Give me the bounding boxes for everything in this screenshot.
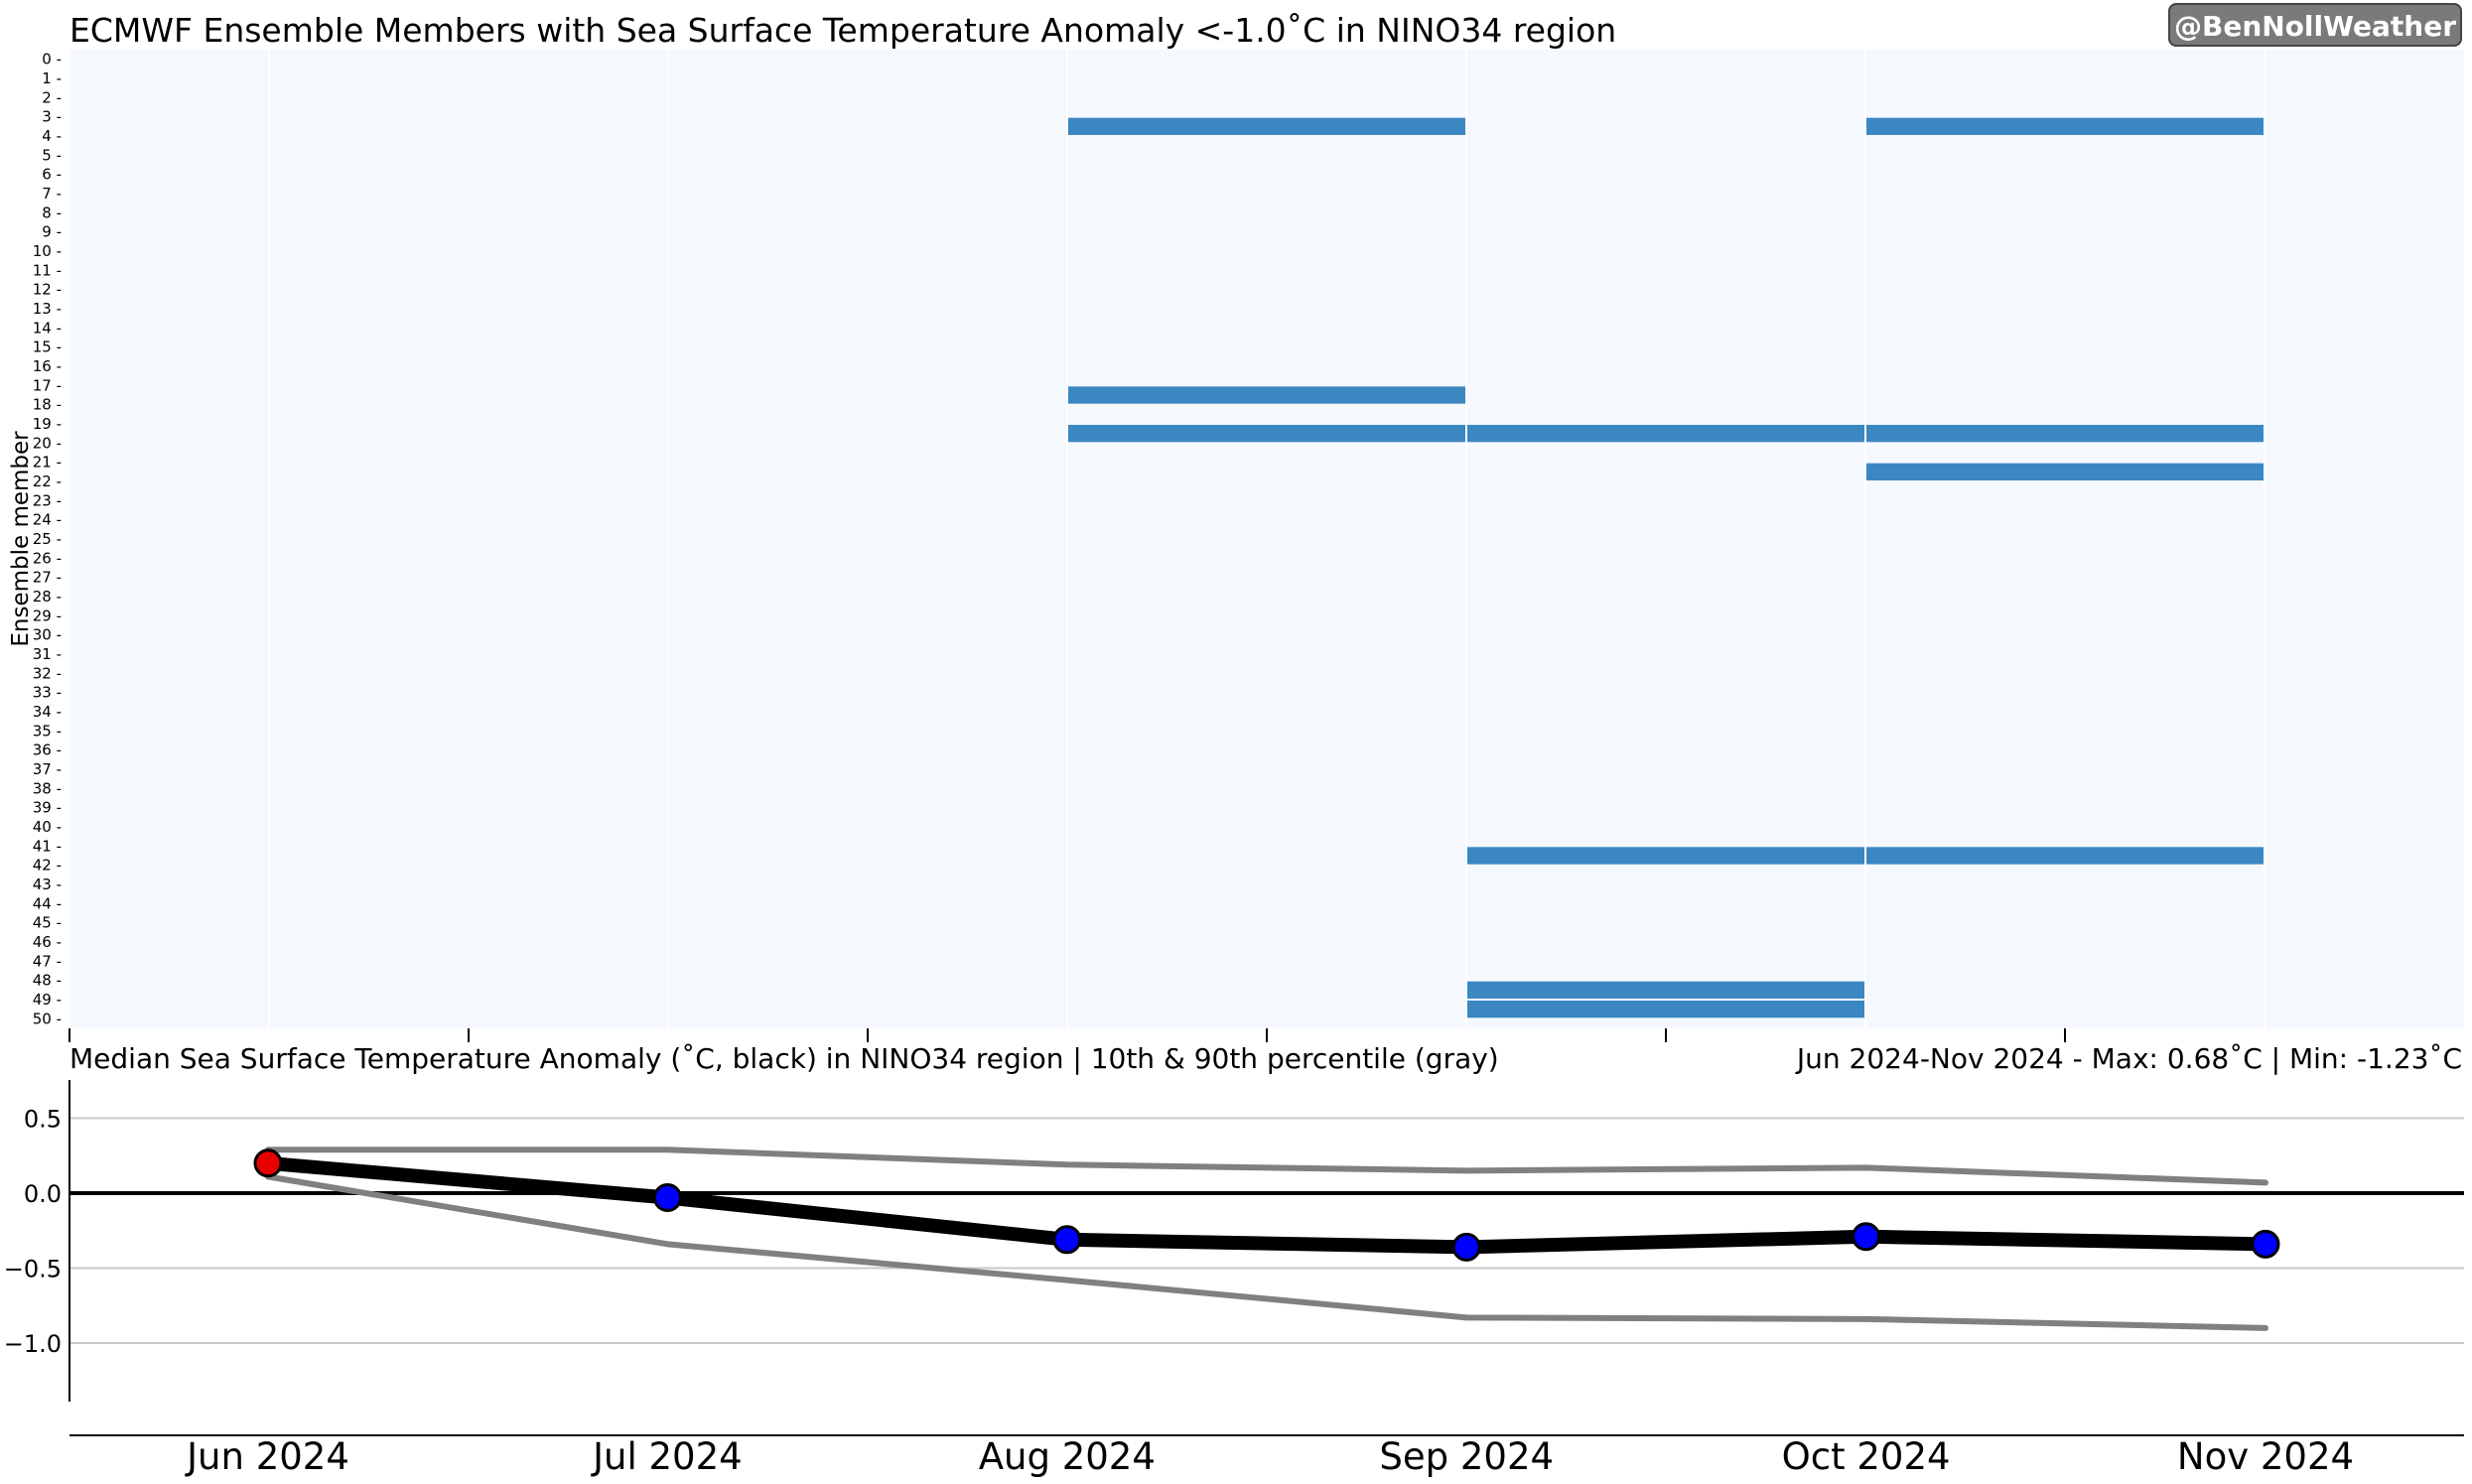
- heatmap-ytick-label: 48 -: [33, 972, 62, 990]
- heatmap-ytick-label: 11 -: [33, 261, 62, 279]
- heatmap-ytick-label: 10 -: [33, 242, 62, 260]
- heatmap-ytick-label: 36 -: [33, 742, 62, 759]
- line-xtick-label: Sep 2024: [1379, 1435, 1554, 1478]
- heatmap-ytick-label: 6 -: [42, 166, 62, 184]
- heatmap-cell-member-49: [1467, 1001, 1864, 1018]
- line-xtick-label: Jun 2024: [185, 1435, 349, 1478]
- heatmap-ytick-label: 30 -: [33, 626, 62, 644]
- heatmap-ytick-label: 43 -: [33, 876, 62, 893]
- heatmap-ytick-label: 20 -: [33, 434, 62, 452]
- heatmap-ytick-label: 29 -: [33, 607, 62, 624]
- heatmap-ytick-label: 35 -: [33, 722, 62, 740]
- heatmap-ytick-label: 2 -: [42, 88, 62, 106]
- heatmap-ytick-label: 1 -: [42, 69, 62, 87]
- heatmap-ytick-label: 22 -: [33, 472, 62, 490]
- heatmap-ytick-label: 46 -: [33, 933, 62, 951]
- heatmap-ytick-label: 50 -: [33, 1010, 62, 1027]
- watermark-badge: @BenNollWeather: [2168, 3, 2462, 47]
- heatmap-ytick-label: 14 -: [33, 319, 62, 337]
- heatmap-ytick-label: 45 -: [33, 914, 62, 932]
- heatmap-title: ECMWF Ensemble Members with Sea Surface …: [69, 11, 1616, 50]
- heatmap-ytick-label: 37 -: [33, 760, 62, 778]
- heatmap-cell-member-3: [1866, 117, 2264, 135]
- heatmap-ytick-label: 8 -: [42, 203, 62, 221]
- line-xtick-label: Aug 2024: [979, 1435, 1156, 1478]
- heatmap-ytick-label: 0 -: [42, 51, 62, 68]
- heatmap-ytick-label: 34 -: [33, 703, 62, 721]
- heatmap-cell-member-17: [1068, 386, 1465, 404]
- median-point: [253, 1148, 283, 1178]
- heatmap-ytick-label: 19 -: [33, 415, 62, 433]
- heatmap-ytick-label: 12 -: [33, 281, 62, 299]
- heatmap-ytick-label: 33 -: [33, 684, 62, 702]
- line-xtick-label: Jul 2024: [591, 1435, 743, 1478]
- line-ytick-label: 0.5: [24, 1106, 62, 1134]
- heatmap-ytick-label: 9 -: [42, 223, 62, 241]
- heatmap-ytick-label: 25 -: [33, 530, 62, 548]
- heatmap-ytick-label: 28 -: [33, 588, 62, 606]
- line-xtick-label: Nov 2024: [2177, 1435, 2354, 1478]
- heatmap-cell-member-3: [1068, 117, 1465, 135]
- heatmap-cell-member-21: [1866, 463, 2264, 480]
- median-point: [1451, 1232, 1481, 1262]
- heatmap-cell-member-19: [1866, 425, 2264, 443]
- heatmap-ytick-label: 47 -: [33, 952, 62, 970]
- heatmap-ytick-label: 18 -: [33, 396, 62, 414]
- heatmap-ytick-label: 41 -: [33, 837, 62, 855]
- heatmap-cell-member-48: [1467, 981, 1864, 999]
- median-point: [1852, 1222, 1881, 1252]
- line-subtitle: Jun 2024-Nov 2024 - Max: 0.68˚C | Min: -…: [1795, 1042, 2462, 1075]
- heatmap-ytick-label: 21 -: [33, 454, 62, 472]
- heatmap-ytick-label: 44 -: [33, 894, 62, 912]
- heatmap-ytick-label: 16 -: [33, 357, 62, 375]
- line-title: Median Sea Surface Temperature Anomaly (…: [69, 1042, 1499, 1075]
- heatmap-cell-member-19: [1467, 425, 1864, 443]
- heatmap-cell-member-41: [1866, 847, 2264, 865]
- heatmap-ytick-label: 13 -: [33, 300, 62, 318]
- heatmap-ytick-label: 7 -: [42, 185, 62, 202]
- heatmap-ylabel: Ensemble member: [8, 431, 34, 647]
- heatmap-ytick-label: 31 -: [33, 645, 62, 663]
- median-point: [1052, 1225, 1082, 1255]
- heatmap-ytick-label: 23 -: [33, 491, 62, 509]
- heatmap-ytick-label: 40 -: [33, 818, 62, 836]
- heatmap-ytick-label: 15 -: [33, 338, 62, 356]
- heatmap-ytick-label: 26 -: [33, 549, 62, 567]
- heatmap-ytick-label: 49 -: [33, 991, 62, 1009]
- heatmap-background: [69, 50, 2464, 1028]
- heatmap-ytick-label: 5 -: [42, 146, 62, 164]
- line-ytick-label: 0.0: [24, 1180, 62, 1208]
- line-series-p90: [265, 1147, 2268, 1186]
- line-ytick-label: −1.0: [4, 1330, 62, 1358]
- heatmap-ytick-label: 3 -: [42, 108, 62, 126]
- median-point: [2251, 1229, 2280, 1259]
- heatmap-ytick-label: 24 -: [33, 511, 62, 529]
- heatmap-ytick-label: 4 -: [42, 127, 62, 145]
- line-xtick-label: Oct 2024: [1782, 1435, 1951, 1478]
- heatmap-ytick-label: 17 -: [33, 376, 62, 394]
- heatmap-ytick-label: 38 -: [33, 779, 62, 797]
- heatmap-ytick-label: 27 -: [33, 569, 62, 587]
- heatmap-ytick-label: 39 -: [33, 799, 62, 817]
- heatmap-cell-member-41: [1467, 847, 1864, 865]
- median-point: [652, 1183, 682, 1213]
- heatmap-ytick-label: 42 -: [33, 857, 62, 875]
- heatmap-cell-member-19: [1068, 425, 1465, 443]
- line-ytick-label: −0.5: [4, 1256, 62, 1283]
- line-series-median: [261, 1155, 2272, 1255]
- heatmap-ytick-label: 32 -: [33, 664, 62, 682]
- line-series-p10: [265, 1173, 2268, 1331]
